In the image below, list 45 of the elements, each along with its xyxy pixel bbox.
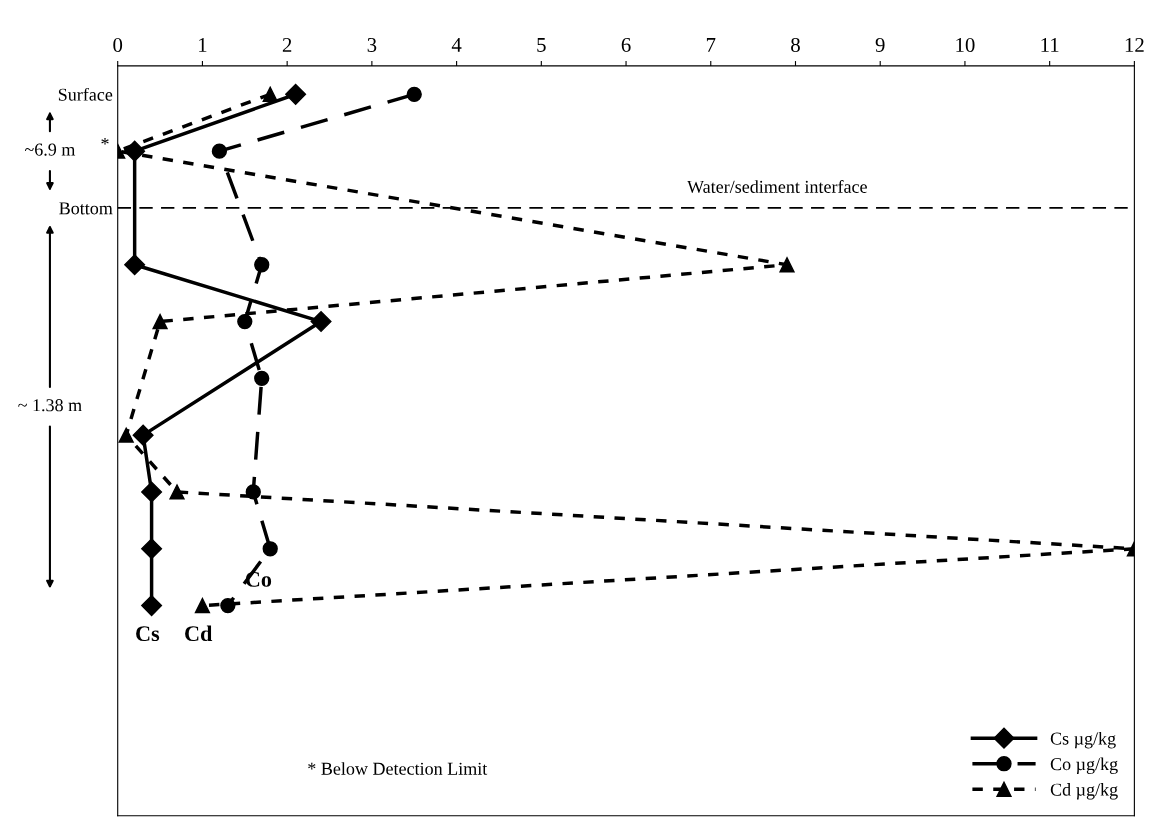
y-tick-label: Surface bbox=[58, 87, 113, 101]
point bbox=[262, 86, 278, 102]
point bbox=[245, 484, 261, 500]
text: * bbox=[101, 137, 109, 145]
point bbox=[132, 424, 154, 446]
point bbox=[779, 257, 795, 273]
annotation: Cs bbox=[136, 626, 160, 642]
x-tick-label: 11 bbox=[1041, 38, 1059, 52]
legend-label: Cs µg/kg bbox=[1050, 731, 1116, 749]
point bbox=[141, 481, 163, 503]
point bbox=[285, 83, 307, 105]
ref-line-label: Water/sediment interface bbox=[687, 180, 867, 193]
point bbox=[254, 370, 270, 386]
point bbox=[211, 143, 228, 159]
text: ~ 1.38 m bbox=[18, 399, 82, 412]
point bbox=[169, 484, 185, 500]
x-tick-label: 1 bbox=[199, 38, 207, 52]
annotation: Cd bbox=[185, 625, 213, 642]
point bbox=[237, 313, 253, 330]
point bbox=[406, 86, 422, 102]
point bbox=[141, 595, 163, 617]
point bbox=[124, 254, 146, 276]
x-tick-label: 2 bbox=[282, 37, 292, 52]
x-tick-label: 6 bbox=[621, 37, 631, 52]
text: ~6.9 m bbox=[24, 143, 76, 156]
x-tick-label: 12 bbox=[1125, 37, 1144, 52]
point bbox=[194, 597, 211, 614]
x-tick-label: 0 bbox=[113, 37, 123, 52]
point bbox=[254, 257, 270, 273]
point bbox=[118, 427, 134, 443]
legend-label: Cd µg/kg bbox=[1050, 783, 1118, 800]
x-tick-label: 8 bbox=[791, 37, 800, 52]
x-tick-label: 7 bbox=[706, 38, 716, 52]
point bbox=[310, 311, 332, 333]
x-tick-label: 3 bbox=[367, 37, 377, 52]
legend-label: Co µg/kg bbox=[1050, 757, 1118, 774]
point bbox=[262, 541, 278, 557]
x-tick-label: 10 bbox=[956, 37, 975, 52]
point bbox=[152, 313, 168, 330]
y-tick-label: Bottom bbox=[59, 202, 113, 215]
x-tick-label: 9 bbox=[875, 37, 885, 52]
text: * Below Detection Limit bbox=[308, 762, 488, 775]
x-tick-label: 4 bbox=[451, 38, 462, 52]
x-tick-label: 5 bbox=[537, 38, 546, 52]
point bbox=[141, 538, 163, 560]
